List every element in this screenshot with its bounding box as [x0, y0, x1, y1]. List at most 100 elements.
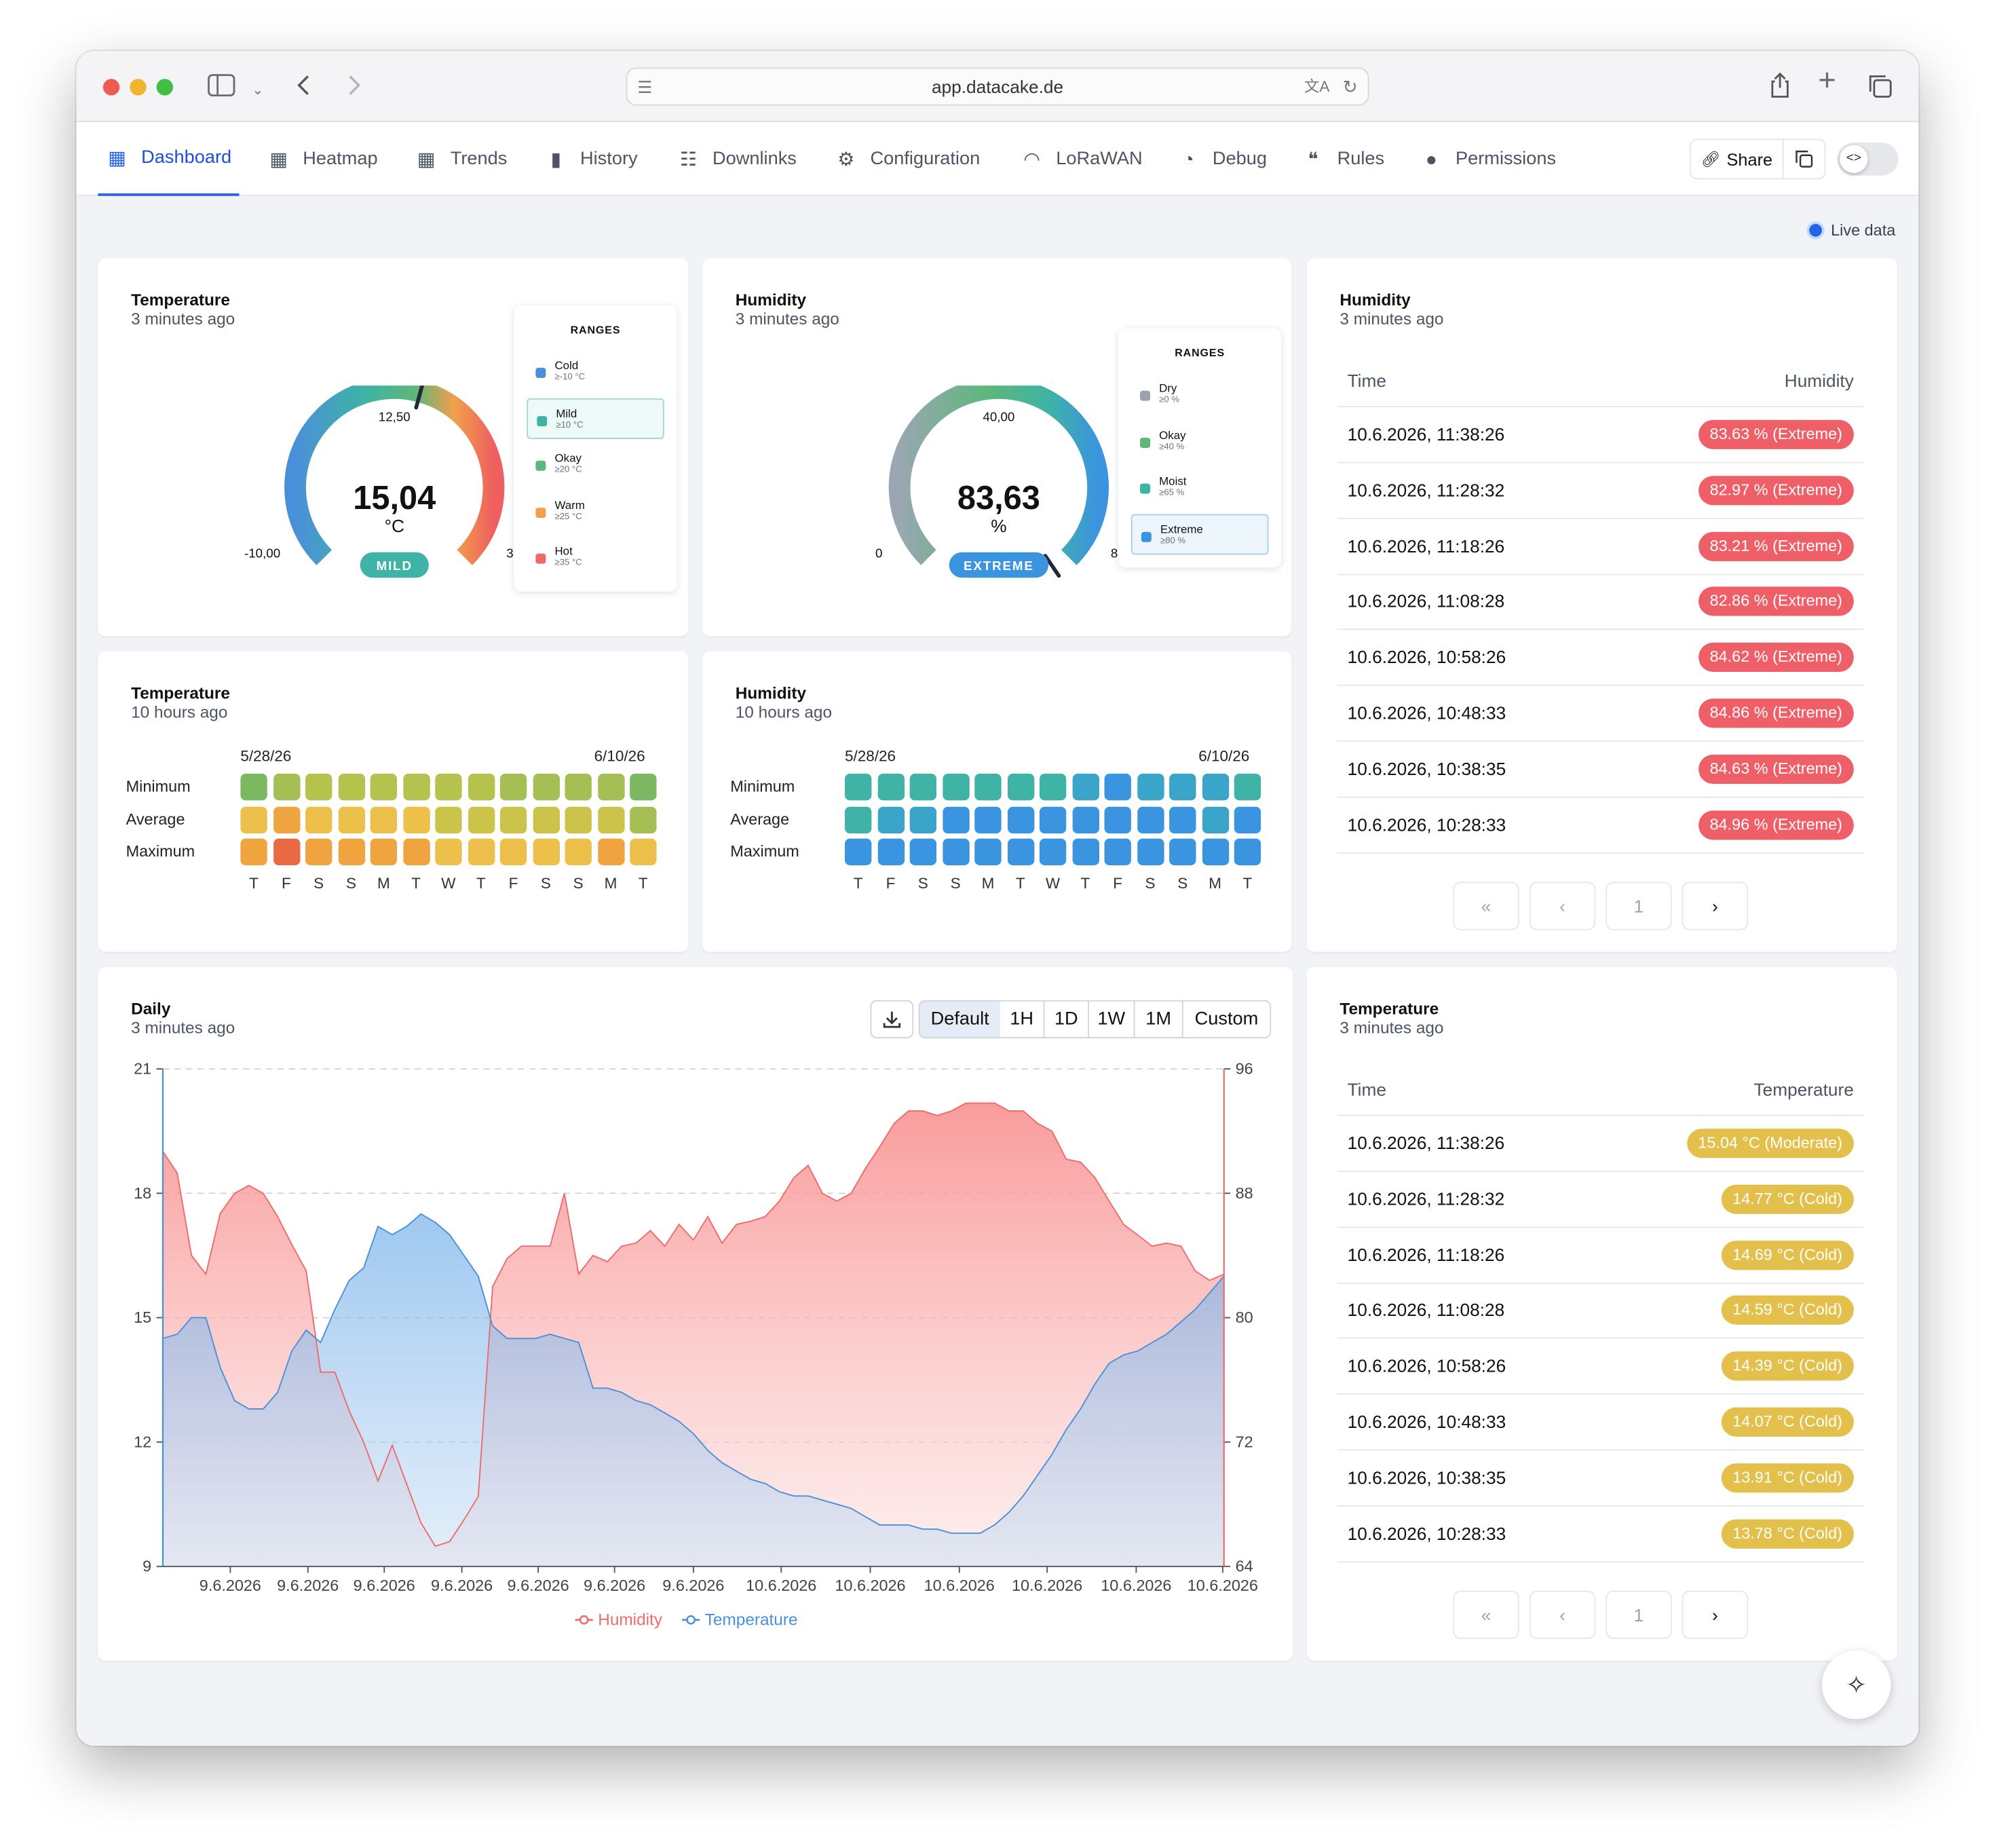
heatmap-cell[interactable]: [499, 774, 527, 801]
heatmap-cell[interactable]: [909, 774, 936, 801]
heatmap-cell[interactable]: [402, 774, 430, 801]
heatmap-cell[interactable]: [499, 838, 527, 865]
heatmap-cell[interactable]: [630, 838, 657, 865]
heatmap-cell[interactable]: [597, 774, 624, 801]
tab-debug[interactable]: ◔ Debug: [1176, 122, 1267, 196]
table-row[interactable]: 10.6.2026, 10:48:33 14.07 °C (Cold): [1337, 1395, 1864, 1451]
prev-page-button[interactable]: ‹: [1529, 1590, 1596, 1639]
minimize-window-button[interactable]: [130, 79, 147, 96]
range-1d-button[interactable]: 1D: [1043, 1000, 1089, 1038]
heatmap-cell[interactable]: [942, 774, 969, 801]
heatmap-cell[interactable]: [435, 838, 462, 865]
table-row[interactable]: 10.6.2026, 10:28:33 13.78 °C (Cold): [1337, 1506, 1864, 1562]
tab-configuration[interactable]: ⚙ Configuration: [833, 122, 980, 196]
table-row[interactable]: 10.6.2026, 10:58:26 84.62 % (Extreme): [1337, 630, 1864, 686]
heatmap-cell[interactable]: [597, 806, 624, 833]
sidebar-icon[interactable]: [208, 74, 235, 103]
heatmap-cell[interactable]: [337, 774, 365, 801]
translate-icon[interactable]: 文A: [1304, 77, 1330, 96]
heatmap-cell[interactable]: [370, 774, 397, 801]
heatmap-cell[interactable]: [370, 838, 397, 865]
heatmap-cell[interactable]: [305, 838, 332, 865]
next-page-button[interactable]: ›: [1682, 1590, 1749, 1639]
heatmap-cell[interactable]: [532, 774, 560, 801]
copy-button[interactable]: [1782, 138, 1826, 180]
table-row[interactable]: 10.6.2026, 11:08:28 82.86 % (Extreme): [1337, 574, 1864, 630]
table-row[interactable]: 10.6.2026, 10:48:33 84.86 % (Extreme): [1337, 686, 1864, 742]
new-tab-icon[interactable]: +: [1818, 63, 1836, 98]
table-row[interactable]: 10.6.2026, 10:38:35 13.91 °C (Cold): [1337, 1450, 1864, 1507]
heatmap-cell[interactable]: [1104, 774, 1131, 801]
range-custom-button[interactable]: Custom: [1181, 1000, 1272, 1038]
heatmap-cell[interactable]: [630, 774, 657, 801]
heatmap-cell[interactable]: [1201, 806, 1229, 833]
back-icon[interactable]: [295, 74, 313, 103]
heatmap-cell[interactable]: [877, 806, 905, 833]
heatmap-cell[interactable]: [1007, 806, 1034, 833]
heatmap-cell[interactable]: [435, 774, 462, 801]
heatmap-cell[interactable]: [1071, 806, 1099, 833]
range-1w-button[interactable]: 1W: [1088, 1000, 1135, 1038]
heatmap-cell[interactable]: [273, 838, 300, 865]
chevron-down-icon[interactable]: ⌄: [252, 82, 264, 98]
table-row[interactable]: 10.6.2026, 11:38:26 15.04 °C (Moderate): [1337, 1116, 1864, 1172]
heatmap-cell[interactable]: [909, 806, 936, 833]
address-bar[interactable]: ☰ app.datacake.de 文A ↻: [626, 67, 1369, 106]
heatmap-cell[interactable]: [370, 806, 397, 833]
first-page-button[interactable]: «: [1453, 882, 1519, 930]
zoom-window-button[interactable]: [156, 79, 173, 96]
heatmap-cell[interactable]: [565, 774, 592, 801]
legend-label[interactable]: Humidity: [598, 1610, 663, 1629]
heatmap-cell[interactable]: [1137, 838, 1164, 865]
heatmap-cell[interactable]: [435, 806, 462, 833]
heatmap-cell[interactable]: [1039, 774, 1067, 801]
share-button[interactable]: 🔗︎ Share: [1690, 138, 1784, 180]
heatmap-cell[interactable]: [468, 806, 495, 833]
table-row[interactable]: 10.6.2026, 11:28:32 14.77 °C (Cold): [1337, 1171, 1864, 1228]
table-row[interactable]: 10.6.2026, 11:28:32 82.97 % (Extreme): [1337, 463, 1864, 519]
heatmap-cell[interactable]: [942, 806, 969, 833]
heatmap-cell[interactable]: [532, 838, 560, 865]
first-page-button[interactable]: «: [1453, 1590, 1519, 1639]
legend-label[interactable]: Temperature: [705, 1610, 798, 1629]
heatmap-cell[interactable]: [845, 806, 872, 833]
heatmap-cell[interactable]: [1007, 838, 1034, 865]
tab-lorawan[interactable]: ◠ LoRaWAN: [1019, 122, 1142, 196]
tab-history[interactable]: ▮ History: [544, 122, 638, 196]
heatmap-cell[interactable]: [909, 838, 936, 865]
page-number[interactable]: 1: [1606, 1590, 1672, 1639]
heatmap-cell[interactable]: [877, 774, 905, 801]
tabs-icon[interactable]: [1868, 74, 1894, 106]
heatmap-cell[interactable]: [1201, 838, 1229, 865]
tab-rules[interactable]: ❝ Rules: [1300, 122, 1384, 196]
table-row[interactable]: 10.6.2026, 11:18:26 83.21 % (Extreme): [1337, 518, 1864, 575]
tab-dashboard[interactable]: ▦ Dashboard: [98, 122, 240, 196]
heatmap-cell[interactable]: [974, 806, 1002, 833]
heatmap-cell[interactable]: [1234, 838, 1261, 865]
heatmap-cell[interactable]: [402, 838, 430, 865]
range-1h-button[interactable]: 1H: [1000, 1000, 1045, 1038]
heatmap-cell[interactable]: [273, 806, 300, 833]
download-button[interactable]: [870, 1000, 914, 1038]
close-window-button[interactable]: [102, 79, 120, 96]
heatmap-cell[interactable]: [845, 774, 872, 801]
heatmap-cell[interactable]: [1007, 774, 1034, 801]
table-row[interactable]: 10.6.2026, 11:08:28 14.59 °C (Cold): [1337, 1283, 1864, 1340]
heatmap-cell[interactable]: [273, 774, 300, 801]
table-row[interactable]: 10.6.2026, 10:28:33 84.96 % (Extreme): [1337, 797, 1864, 854]
heatmap-cell[interactable]: [337, 806, 365, 833]
table-row[interactable]: 10.6.2026, 11:18:26 14.69 °C (Cold): [1337, 1228, 1864, 1284]
heatmap-cell[interactable]: [305, 806, 332, 833]
page-number[interactable]: 1: [1606, 882, 1672, 930]
reload-icon[interactable]: ↻: [1342, 76, 1358, 97]
heatmap-cell[interactable]: [877, 838, 905, 865]
prev-page-button[interactable]: ‹: [1529, 882, 1596, 930]
heatmap-cell[interactable]: [1039, 806, 1067, 833]
code-toggle[interactable]: <>: [1837, 143, 1899, 176]
heatmap-cell[interactable]: [1104, 806, 1131, 833]
heatmap-cell[interactable]: [1039, 838, 1067, 865]
share-icon[interactable]: [1768, 71, 1791, 106]
forward-icon[interactable]: [345, 74, 362, 103]
heatmap-cell[interactable]: [1169, 838, 1196, 865]
heatmap-cell[interactable]: [1169, 774, 1196, 801]
